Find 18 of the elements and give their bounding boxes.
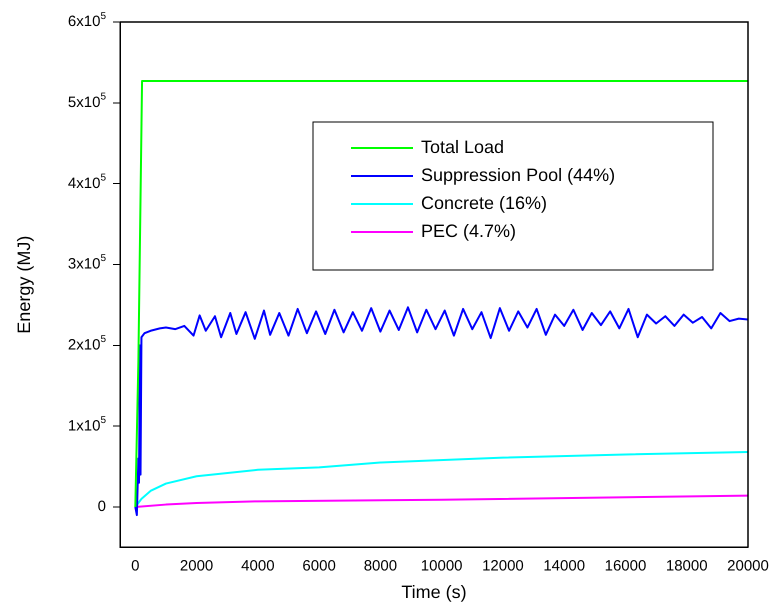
x-tick-label: 6000 bbox=[302, 558, 336, 575]
x-tick-label: 18000 bbox=[666, 558, 708, 575]
legend-label: PEC (4.7%) bbox=[421, 220, 516, 241]
y-tick-label: 0 bbox=[98, 498, 106, 516]
x-tick-label: 20000 bbox=[727, 558, 769, 575]
legend-label: Total Load bbox=[421, 136, 504, 157]
legend-label: Suppression Pool (44%) bbox=[421, 164, 616, 185]
x-tick-label: 4000 bbox=[241, 558, 275, 575]
x-axis-title: Time (s) bbox=[401, 582, 467, 602]
x-tick-label: 14000 bbox=[543, 558, 586, 575]
x-tick-label: 10000 bbox=[420, 558, 463, 575]
x-tick-label: 8000 bbox=[364, 558, 398, 575]
x-tick-label: 0 bbox=[131, 558, 140, 575]
y-axis-title: Energy (MJ) bbox=[14, 236, 34, 334]
x-tick-label: 16000 bbox=[604, 558, 646, 575]
x-tick-label: 12000 bbox=[482, 558, 524, 575]
x-tick-label: 2000 bbox=[180, 558, 214, 575]
legend-label: Concrete (16%) bbox=[421, 192, 548, 213]
